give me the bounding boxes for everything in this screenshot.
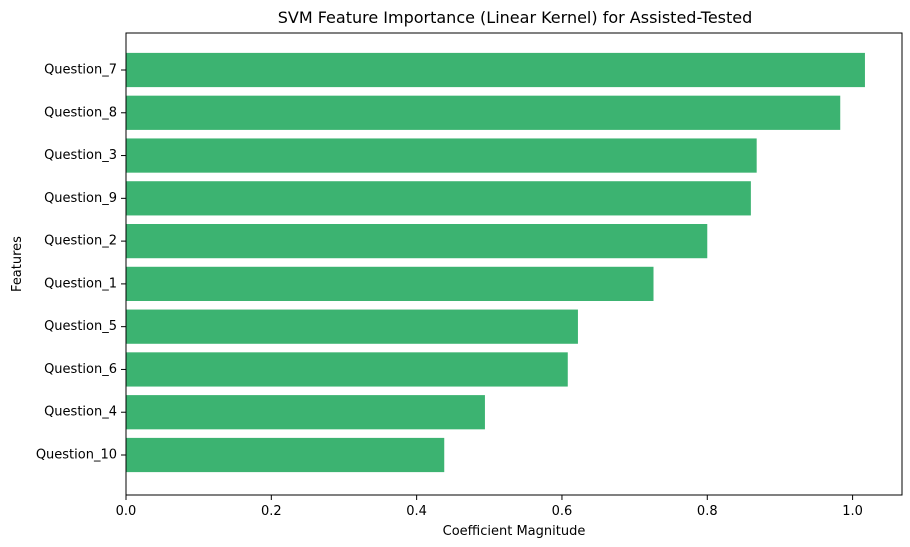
- bar-question-3: [126, 138, 757, 173]
- x-tick-label: 0.8: [697, 504, 718, 519]
- y-tick-label: Question_2: [44, 234, 117, 249]
- bar-question-10: [126, 437, 445, 473]
- y-tick-label: Question_7: [44, 63, 117, 78]
- y-axis-label: Features: [10, 236, 25, 292]
- x-tick-label: 0.4: [406, 504, 427, 519]
- y-tick-label: Question_5: [44, 319, 117, 334]
- y-tick-label: Question_6: [44, 362, 117, 377]
- bar-question-2: [126, 224, 708, 259]
- x-axis-label: Coefficient Magnitude: [443, 524, 586, 539]
- x-tick-label: 1.0: [842, 504, 863, 519]
- x-tick-label: 0.2: [261, 504, 282, 519]
- bar-question-6: [126, 352, 568, 387]
- bar-question-9: [126, 181, 751, 216]
- bar-question-7: [126, 52, 865, 88]
- y-tick-label: Question_4: [44, 405, 117, 420]
- y-tick-label: Question_8: [44, 105, 117, 120]
- y-tick-label: Question_10: [36, 448, 117, 463]
- y-tick-label: Question_1: [44, 276, 117, 291]
- y-tick-label: Question_9: [44, 191, 117, 206]
- x-tick-label: 0.0: [116, 504, 137, 519]
- x-axis: 0.0 0.2 0.4 0.6 0.8 1.0: [116, 495, 863, 519]
- bar-question-8: [126, 95, 841, 130]
- plot-frame: [125, 32, 903, 496]
- bar-question-1: [126, 266, 654, 301]
- y-axis: Question_7 Question_8 Question_3 Question_9…: [36, 63, 126, 463]
- bar-question-5: [126, 309, 578, 344]
- bars-group: [126, 52, 865, 473]
- y-tick-label: Question_3: [44, 148, 117, 163]
- x-tick-label: 0.6: [552, 504, 573, 519]
- bar-question-4: [126, 395, 485, 430]
- chart-title: SVM Feature Importance (Linear Kernel) f…: [278, 8, 753, 27]
